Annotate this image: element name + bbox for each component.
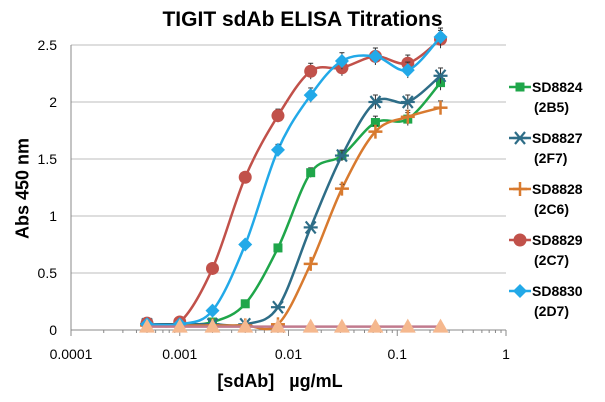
legend-marker (513, 233, 527, 247)
data-point (433, 69, 448, 83)
y-tick-label: 1 (49, 208, 57, 224)
legend-swatch-sd8829 (509, 233, 531, 247)
data-point (303, 220, 318, 235)
data-point (240, 299, 250, 309)
series-line (146, 38, 442, 328)
data-point (334, 53, 349, 68)
data-point (171, 318, 188, 333)
legend-clone-sd8830: (2D7) (534, 303, 570, 319)
series-sd8828 (140, 100, 448, 333)
y-axis-label: Abs 450 nm (12, 137, 33, 240)
x-tick-label: 1 (502, 346, 510, 362)
legend-name-sd8824: SD8824 (532, 79, 583, 95)
chart-title: TIGIT sdAb ELISA Titrations (162, 8, 443, 31)
x-axis-label: [sdAb] µg/mL (217, 371, 343, 391)
data-point (303, 256, 318, 271)
y-tick-label: 0 (49, 322, 57, 338)
data-point (273, 243, 283, 253)
legend-swatch-sd8830 (509, 284, 531, 298)
series-baseline (139, 318, 449, 333)
x-tick-label: 0.0001 (50, 346, 93, 362)
data-point (238, 170, 252, 184)
data-point (400, 63, 415, 78)
legend-item-sd8830: SD8830 (2D7) (508, 282, 604, 333)
data-point (400, 95, 415, 109)
data-point (139, 318, 156, 333)
data-point (367, 318, 384, 333)
legend-clone-sd8827: (2F7) (534, 150, 568, 166)
legend-clone-sd8829: (2C7) (534, 252, 570, 268)
data-point (370, 118, 380, 128)
data-point (400, 109, 415, 124)
legend-clone-sd8824: (2B5) (534, 99, 570, 115)
x-tick-label: 0.1 (388, 346, 408, 362)
data-point (399, 318, 416, 333)
data-point (205, 261, 219, 275)
data-point (368, 124, 383, 139)
data-point (432, 318, 449, 333)
series-line (147, 106, 441, 331)
series-line (146, 36, 442, 327)
data-point (205, 303, 220, 318)
series-line (147, 74, 442, 327)
data-point (270, 142, 285, 157)
data-point (368, 49, 383, 64)
legend-name-sd8828: SD8828 (532, 181, 583, 197)
legend-item-sd8827: SD8827 (2F7) (508, 129, 604, 180)
data-point (304, 64, 318, 78)
legend-name-sd8830: SD8830 (532, 283, 583, 299)
legend-name-sd8829: SD8829 (532, 232, 583, 248)
data-point (433, 100, 448, 115)
legend-name-sd8827: SD8827 (532, 130, 583, 146)
legend-item-sd8829: SD8829 (2C7) (508, 231, 604, 282)
data-point (302, 318, 319, 333)
data-point (269, 318, 286, 333)
y-tick-label: 1.5 (38, 151, 58, 167)
data-point (237, 318, 254, 333)
data-point (433, 30, 448, 45)
y-tick-label: 2.5 (38, 37, 58, 53)
data-point (306, 168, 316, 178)
legend-swatch-sd8828 (509, 182, 531, 196)
data-point (334, 181, 349, 196)
x-tick-label: 0.01 (275, 346, 302, 362)
data-point (333, 318, 350, 333)
legend-item-sd8828: SD8828 (2C6) (508, 180, 604, 231)
data-point (238, 237, 253, 252)
legend-marker (513, 131, 527, 145)
series-sd8827 (140, 67, 448, 332)
legend-item-sd8824: SD8824 (2B5) (508, 78, 604, 129)
legend-clone-sd8828: (2C6) (534, 201, 570, 217)
data-point (204, 318, 221, 333)
legend-marker (515, 82, 525, 92)
data-point (303, 88, 318, 103)
series-layer (139, 27, 449, 333)
data-point (368, 95, 383, 109)
legend-marker (513, 284, 527, 298)
data-point (271, 109, 285, 123)
series-sd8829 (140, 29, 448, 330)
series-sd8830 (140, 27, 448, 332)
y-tick-label: 2 (49, 94, 57, 110)
legend-swatch-sd8824 (509, 82, 531, 92)
data-point (334, 148, 349, 163)
series-sd8824 (142, 74, 446, 329)
y-tick-label: 0.5 (38, 265, 58, 281)
x-tick-label: 0.001 (162, 346, 197, 362)
legend: SD8824 (2B5) SD8827 (2F7) SD8828 (2C6) S… (508, 78, 604, 333)
legend-swatch-sd8827 (509, 131, 531, 145)
data-point (270, 300, 285, 314)
legend-marker (513, 182, 527, 196)
